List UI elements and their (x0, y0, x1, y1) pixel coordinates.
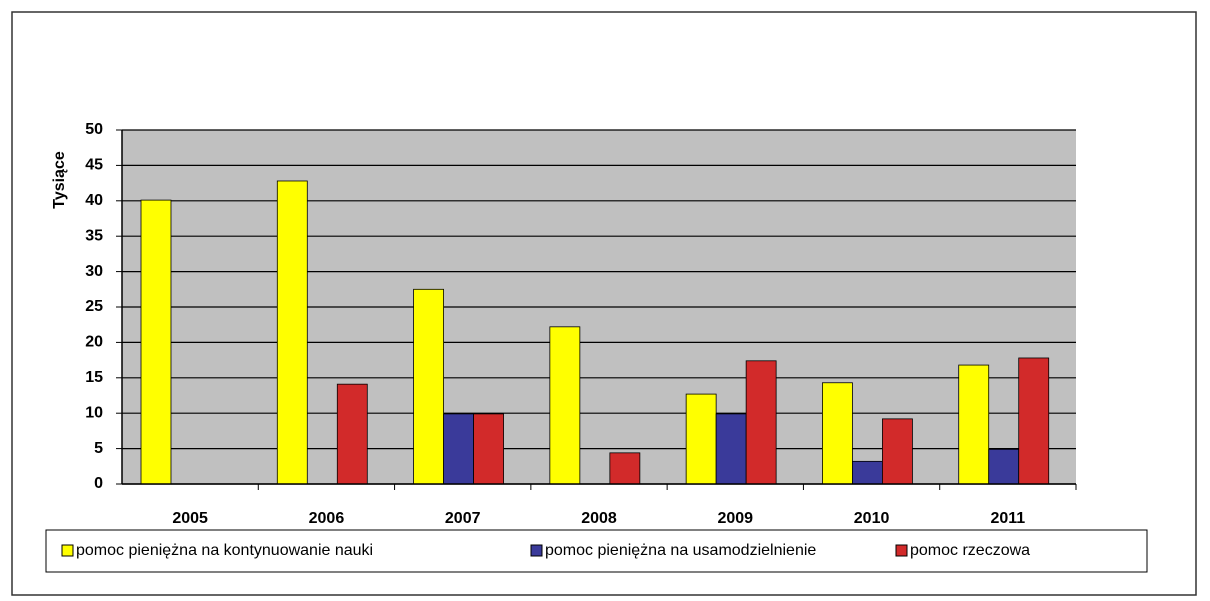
x-tick-label: 2010 (854, 510, 890, 527)
legend-swatch (895, 544, 908, 557)
bar (413, 288, 444, 485)
bar (1018, 357, 1050, 485)
bar (443, 413, 474, 485)
bar (882, 418, 913, 485)
y-tick-label: 40 (85, 192, 103, 209)
y-tick-label: 35 (85, 227, 103, 244)
x-tick-label: 2005 (172, 510, 208, 527)
x-tick-label: 2007 (445, 510, 481, 527)
bar (715, 413, 747, 485)
legend-label: pomoc rzeczowa (910, 542, 1030, 559)
bar (549, 326, 581, 485)
y-tick-label: 10 (85, 404, 103, 421)
bar (140, 199, 172, 485)
bar (473, 413, 504, 485)
x-tick-label: 2011 (990, 510, 1025, 527)
bar (745, 360, 777, 485)
y-tick-label: 5 (94, 440, 103, 457)
y-tick-label: 15 (85, 369, 103, 386)
bar (958, 364, 990, 485)
y-axis-title: Tysiące (51, 151, 68, 209)
bar (685, 393, 717, 485)
bar (276, 180, 308, 485)
bar (822, 382, 853, 485)
y-tick-label: 30 (85, 263, 103, 280)
y-tick-label: 45 (85, 157, 103, 174)
bar (852, 460, 883, 485)
x-tick-label: 2006 (309, 510, 345, 527)
legend-label: pomoc pieniężna na kontynuowanie nauki (76, 542, 373, 559)
bar (988, 448, 1020, 485)
legend-swatch (61, 544, 74, 557)
y-tick-label: 25 (85, 298, 103, 315)
legend-label: pomoc pieniężna na usamodzielnienie (545, 542, 816, 559)
y-tick-label: 50 (85, 121, 103, 138)
y-tick-label: 0 (94, 475, 103, 492)
legend (45, 529, 1148, 573)
y-tick-label: 20 (85, 334, 103, 351)
bar (609, 452, 641, 485)
legend-swatch (530, 544, 543, 557)
x-tick-label: 2008 (581, 510, 617, 527)
bar (336, 383, 368, 485)
x-tick-label: 2009 (717, 510, 753, 527)
